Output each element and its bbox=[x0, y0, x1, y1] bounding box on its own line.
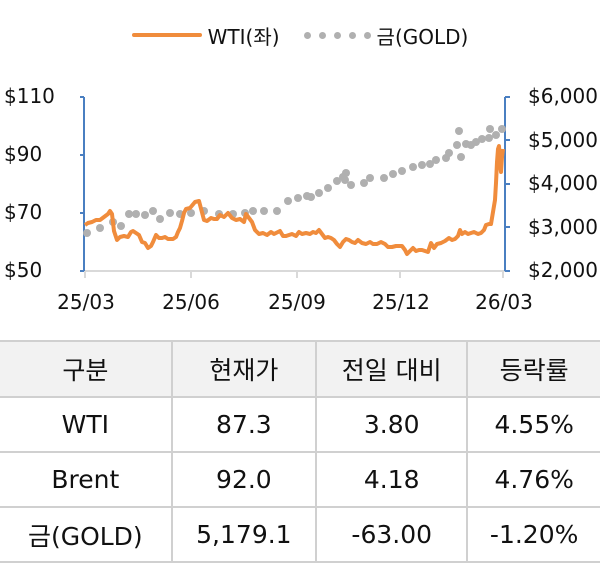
row-name: WTI bbox=[0, 396, 173, 453]
left-axis-tick: $70 bbox=[4, 200, 43, 224]
row-change: -63.00 bbox=[315, 506, 469, 563]
row-pct: -1.20% bbox=[466, 506, 600, 563]
row-change: 3.80 bbox=[315, 396, 469, 453]
row-change: 4.18 bbox=[315, 451, 469, 508]
gold-legend-label: 금(GOLD) bbox=[376, 24, 469, 49]
right-axis-tick: $5,000 bbox=[528, 128, 598, 152]
x-axis-tick: 26/03 bbox=[475, 290, 533, 314]
wti-legend-label: WTI(좌) bbox=[207, 24, 280, 49]
row-name: Brent bbox=[0, 451, 173, 508]
header-price: 현재가 bbox=[170, 340, 318, 398]
price-chart: $110 $90 $70 $50 $6,000 $5,000 $4,000 $3… bbox=[0, 80, 600, 325]
gold-legend-swatch bbox=[303, 31, 371, 39]
right-axis-tick: $6,000 bbox=[528, 84, 598, 108]
table-row: WTI 87.3 3.80 4.55% bbox=[0, 396, 600, 453]
left-axis-tick: $90 bbox=[4, 142, 43, 166]
row-name: 금(GOLD) bbox=[0, 506, 173, 563]
right-axis-tick: $3,000 bbox=[528, 215, 598, 239]
table-row: Brent 92.0 4.18 4.76% bbox=[0, 451, 600, 508]
right-axis-tick: $2,000 bbox=[528, 258, 598, 282]
table-row: 금(GOLD) 5,179.1 -63.00 -1.20% bbox=[0, 506, 600, 563]
gold-series bbox=[83, 125, 506, 237]
chart-legend: WTI(좌) 금(GOLD) bbox=[0, 18, 600, 52]
table-header-row: 구분 현재가 전일 대비 등락률 bbox=[0, 340, 600, 398]
header-pct: 등락률 bbox=[466, 340, 600, 398]
x-axis-tick: 25/06 bbox=[162, 290, 220, 314]
right-axis-tick: $4,000 bbox=[528, 171, 598, 195]
right-axis-line bbox=[504, 96, 510, 272]
x-axis-tick: 25/03 bbox=[57, 290, 115, 314]
header-change: 전일 대비 bbox=[315, 340, 469, 398]
plot-area bbox=[80, 96, 510, 278]
row-price: 87.3 bbox=[170, 396, 318, 453]
row-price: 5,179.1 bbox=[170, 506, 318, 563]
x-axis-tick: 25/09 bbox=[268, 290, 326, 314]
x-axis-tick: 25/12 bbox=[372, 290, 430, 314]
row-price: 92.0 bbox=[170, 451, 318, 508]
left-axis-tick: $50 bbox=[4, 258, 43, 282]
row-pct: 4.76% bbox=[466, 451, 600, 508]
row-pct: 4.55% bbox=[466, 396, 600, 453]
price-table: 구분 현재가 전일 대비 등락률 WTI 87.3 3.80 4.55% Bre… bbox=[0, 340, 600, 563]
wti-series bbox=[83, 144, 505, 256]
wti-legend-swatch bbox=[131, 33, 202, 37]
left-axis-tick: $110 bbox=[4, 84, 55, 108]
header-category: 구분 bbox=[0, 340, 173, 398]
left-axis-line bbox=[80, 96, 85, 272]
